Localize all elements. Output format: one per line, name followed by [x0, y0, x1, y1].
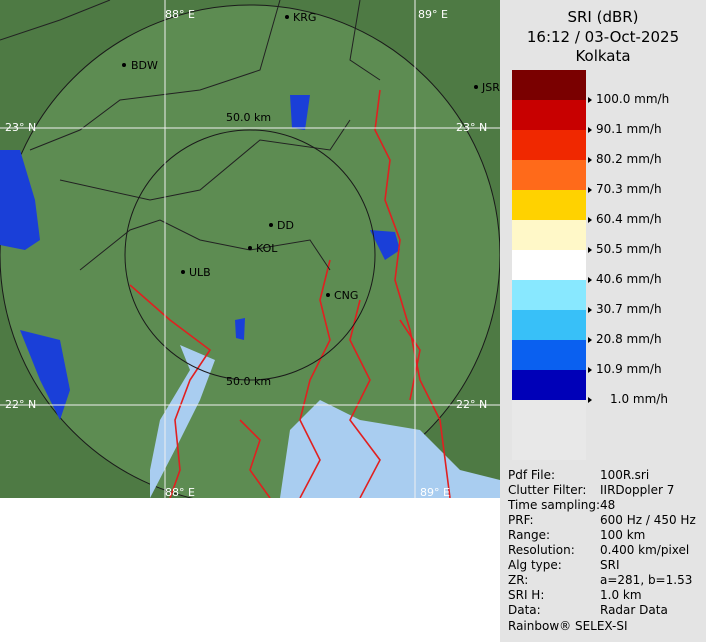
footer: Rainbow® SELEX-SI: [508, 619, 628, 633]
legend-label: 100.0 mm/h: [596, 92, 670, 106]
legend-swatch: [512, 190, 586, 220]
place-label: DD: [277, 219, 294, 232]
ring-label: 50.0 km: [226, 111, 271, 124]
meta-key: Alg type:: [508, 558, 562, 572]
legend-tick: [588, 157, 592, 163]
legend-label: 30.7 mm/h: [596, 302, 662, 316]
outer-ring: [0, 4, 500, 498]
legend-label: 80.2 mm/h: [596, 152, 662, 166]
meta-value: Radar Data: [600, 603, 668, 617]
place-dots: [122, 15, 478, 297]
meta-value: 0.400 km/pixel: [600, 543, 690, 557]
grid-label: 89° E: [418, 8, 448, 21]
legend-tick: [588, 217, 592, 223]
product-title: SRI (dBR): [567, 8, 639, 26]
meta-key: ZR:: [508, 573, 529, 587]
meta-key: Resolution:: [508, 543, 575, 557]
meta-value: 600 Hz / 450 Hz: [600, 513, 696, 527]
meta-key: PRF:: [508, 513, 534, 527]
place-label: BDW: [131, 59, 158, 72]
legend-swatch: [512, 340, 586, 370]
grid-label: 23° N: [456, 121, 487, 134]
ring-label: 50.0 km: [226, 375, 271, 388]
meta-key: Time sampling:: [508, 498, 601, 512]
radar-map: 88° E 89° E 23° N 23° N 22° N 22° N 88° …: [0, 0, 500, 498]
grid-label: 89° E: [420, 486, 450, 498]
legend-tick: [588, 307, 592, 313]
meta-key: Pdf File:: [508, 468, 556, 482]
lat-lon-grid: [0, 0, 500, 498]
rivers: [129, 89, 451, 498]
legend-swatch: [512, 220, 586, 250]
water: [150, 345, 500, 498]
legend-label: 90.1 mm/h: [596, 122, 662, 136]
legend-tick: [588, 277, 592, 283]
meta-value: 48: [600, 498, 616, 512]
grid-label: 22° N: [5, 398, 36, 411]
meta-value: IIRDoppler 7: [600, 483, 675, 497]
legend-label: 70.3 mm/h: [596, 182, 662, 196]
legend-tick: [588, 337, 592, 343]
grid-label: 88° E: [165, 486, 195, 498]
meta-value: 100R.sri: [600, 468, 650, 482]
legend-tick: [588, 397, 592, 403]
legend-tick: [588, 367, 592, 373]
meta-value: SRI: [600, 558, 620, 572]
legend-swatch: [512, 160, 586, 190]
legend-swatch: [512, 70, 586, 100]
legend-swatch: [512, 370, 586, 400]
legend-swatch: [512, 250, 586, 280]
place-label: JSR: [481, 81, 500, 94]
place-label: ULB: [189, 266, 211, 279]
legend-label: 60.4 mm/h: [596, 212, 662, 226]
legend-swatch: [512, 400, 586, 460]
grid-label: 88° E: [165, 8, 195, 21]
place-label: KRG: [293, 11, 316, 24]
legend-label: 20.8 mm/h: [596, 332, 662, 346]
legend-label: 40.6 mm/h: [596, 272, 662, 286]
legend-label: 10.9 mm/h: [596, 362, 662, 376]
meta-key: Range:: [508, 528, 551, 542]
legend-swatch: [512, 100, 586, 130]
site-name: Kolkata: [575, 47, 631, 65]
legend-tick: [588, 187, 592, 193]
side-panel: SRI (dBR) 16:12 / 03-Oct-2025 Kolkata 10…: [500, 0, 706, 642]
meta-key: SRI H:: [508, 588, 545, 602]
grid-label: 23° N: [5, 121, 36, 134]
meta-key: Clutter Filter:: [508, 483, 587, 497]
meta-value: 1.0 km: [600, 588, 642, 602]
meta-value: a=281, b=1.53: [600, 573, 693, 587]
legend-label: 50.5 mm/h: [596, 242, 662, 256]
legend-tick: [588, 247, 592, 253]
meta-value: 100 km: [600, 528, 646, 542]
legend-swatch: [512, 310, 586, 340]
legend-tick: [588, 127, 592, 133]
place-label: KOL: [256, 242, 278, 255]
meta-key: Data:: [508, 603, 541, 617]
grid-label: 22° N: [456, 398, 487, 411]
place-label: CNG: [334, 289, 358, 302]
legend-label: 1.0 mm/h: [610, 392, 668, 406]
legend-swatch: [512, 130, 586, 160]
legend-swatch: [512, 280, 586, 310]
legend-tick: [588, 97, 592, 103]
district-borders: [0, 0, 381, 271]
inner-ring: [124, 129, 376, 381]
timestamp: 16:12 / 03-Oct-2025: [526, 28, 680, 46]
